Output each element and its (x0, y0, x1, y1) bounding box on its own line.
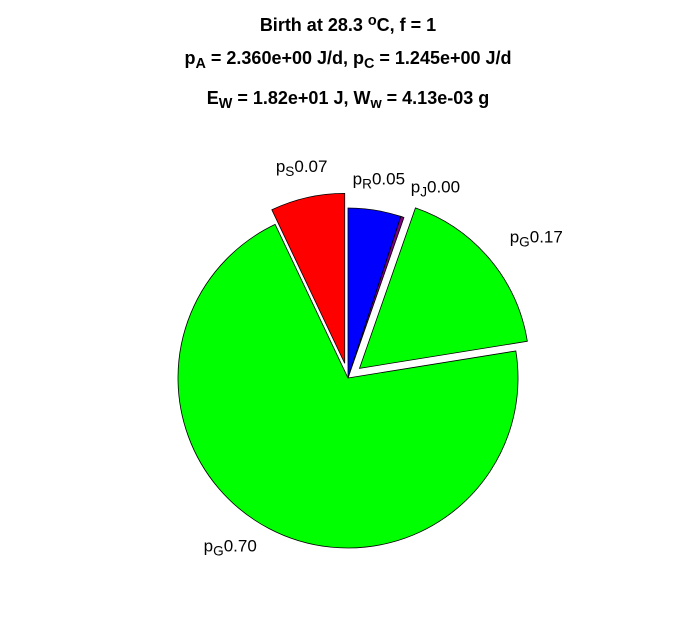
subscript: R (362, 177, 372, 192)
value-label: 0.00 (427, 177, 460, 196)
pie-slice (358, 207, 528, 369)
subscript: A (195, 56, 206, 72)
chart-title: pA = 2.360e+00 J/d, pC = 1.245e+00 J/d (184, 48, 511, 72)
superscript: o (368, 13, 377, 29)
text-part: p (510, 227, 519, 246)
slice-label: pG0.70 (204, 536, 257, 558)
subscript: W (219, 96, 233, 112)
subscript: G (519, 235, 530, 250)
text-part: p (204, 536, 213, 555)
text-part: p (411, 177, 420, 196)
subscript: S (285, 164, 294, 179)
text-part: p (184, 48, 195, 68)
subscript: C (364, 56, 374, 72)
text-part: = 1.245e+00 J/d (374, 48, 511, 68)
text-part: p (353, 169, 362, 188)
text-part: E (207, 88, 219, 108)
value-label: 0.07 (294, 157, 327, 176)
pie-slice (177, 223, 519, 549)
slice-label: pR0.05 (353, 169, 405, 191)
pie-slice (347, 215, 405, 379)
text-part: C, f = 1 (377, 15, 437, 35)
text-part: p (276, 157, 285, 176)
subscript: w (369, 96, 382, 112)
value-label: 0.70 (224, 536, 257, 555)
chart-title: EW = 1.82e+01 J, Ww = 4.13e-03 g (207, 88, 489, 112)
text-part: = 2.360e+00 J/d, p (206, 48, 364, 68)
text-part: = 1.82e+01 J, W (232, 88, 370, 108)
chart-title: Birth at 28.3 oC, f = 1 (260, 13, 436, 35)
value-label: 0.17 (530, 227, 563, 246)
text-part: = 4.13e-03 g (382, 88, 490, 108)
text-part: Birth at 28.3 (260, 15, 368, 35)
slice-label: pJ0.00 (411, 177, 460, 199)
value-label: 0.05 (372, 169, 405, 188)
slice-label: pS0.07 (276, 157, 328, 179)
subscript: G (213, 544, 224, 559)
pie-slice (271, 192, 346, 364)
slice-label: pG0.17 (510, 227, 563, 249)
subscript: J (420, 185, 427, 200)
